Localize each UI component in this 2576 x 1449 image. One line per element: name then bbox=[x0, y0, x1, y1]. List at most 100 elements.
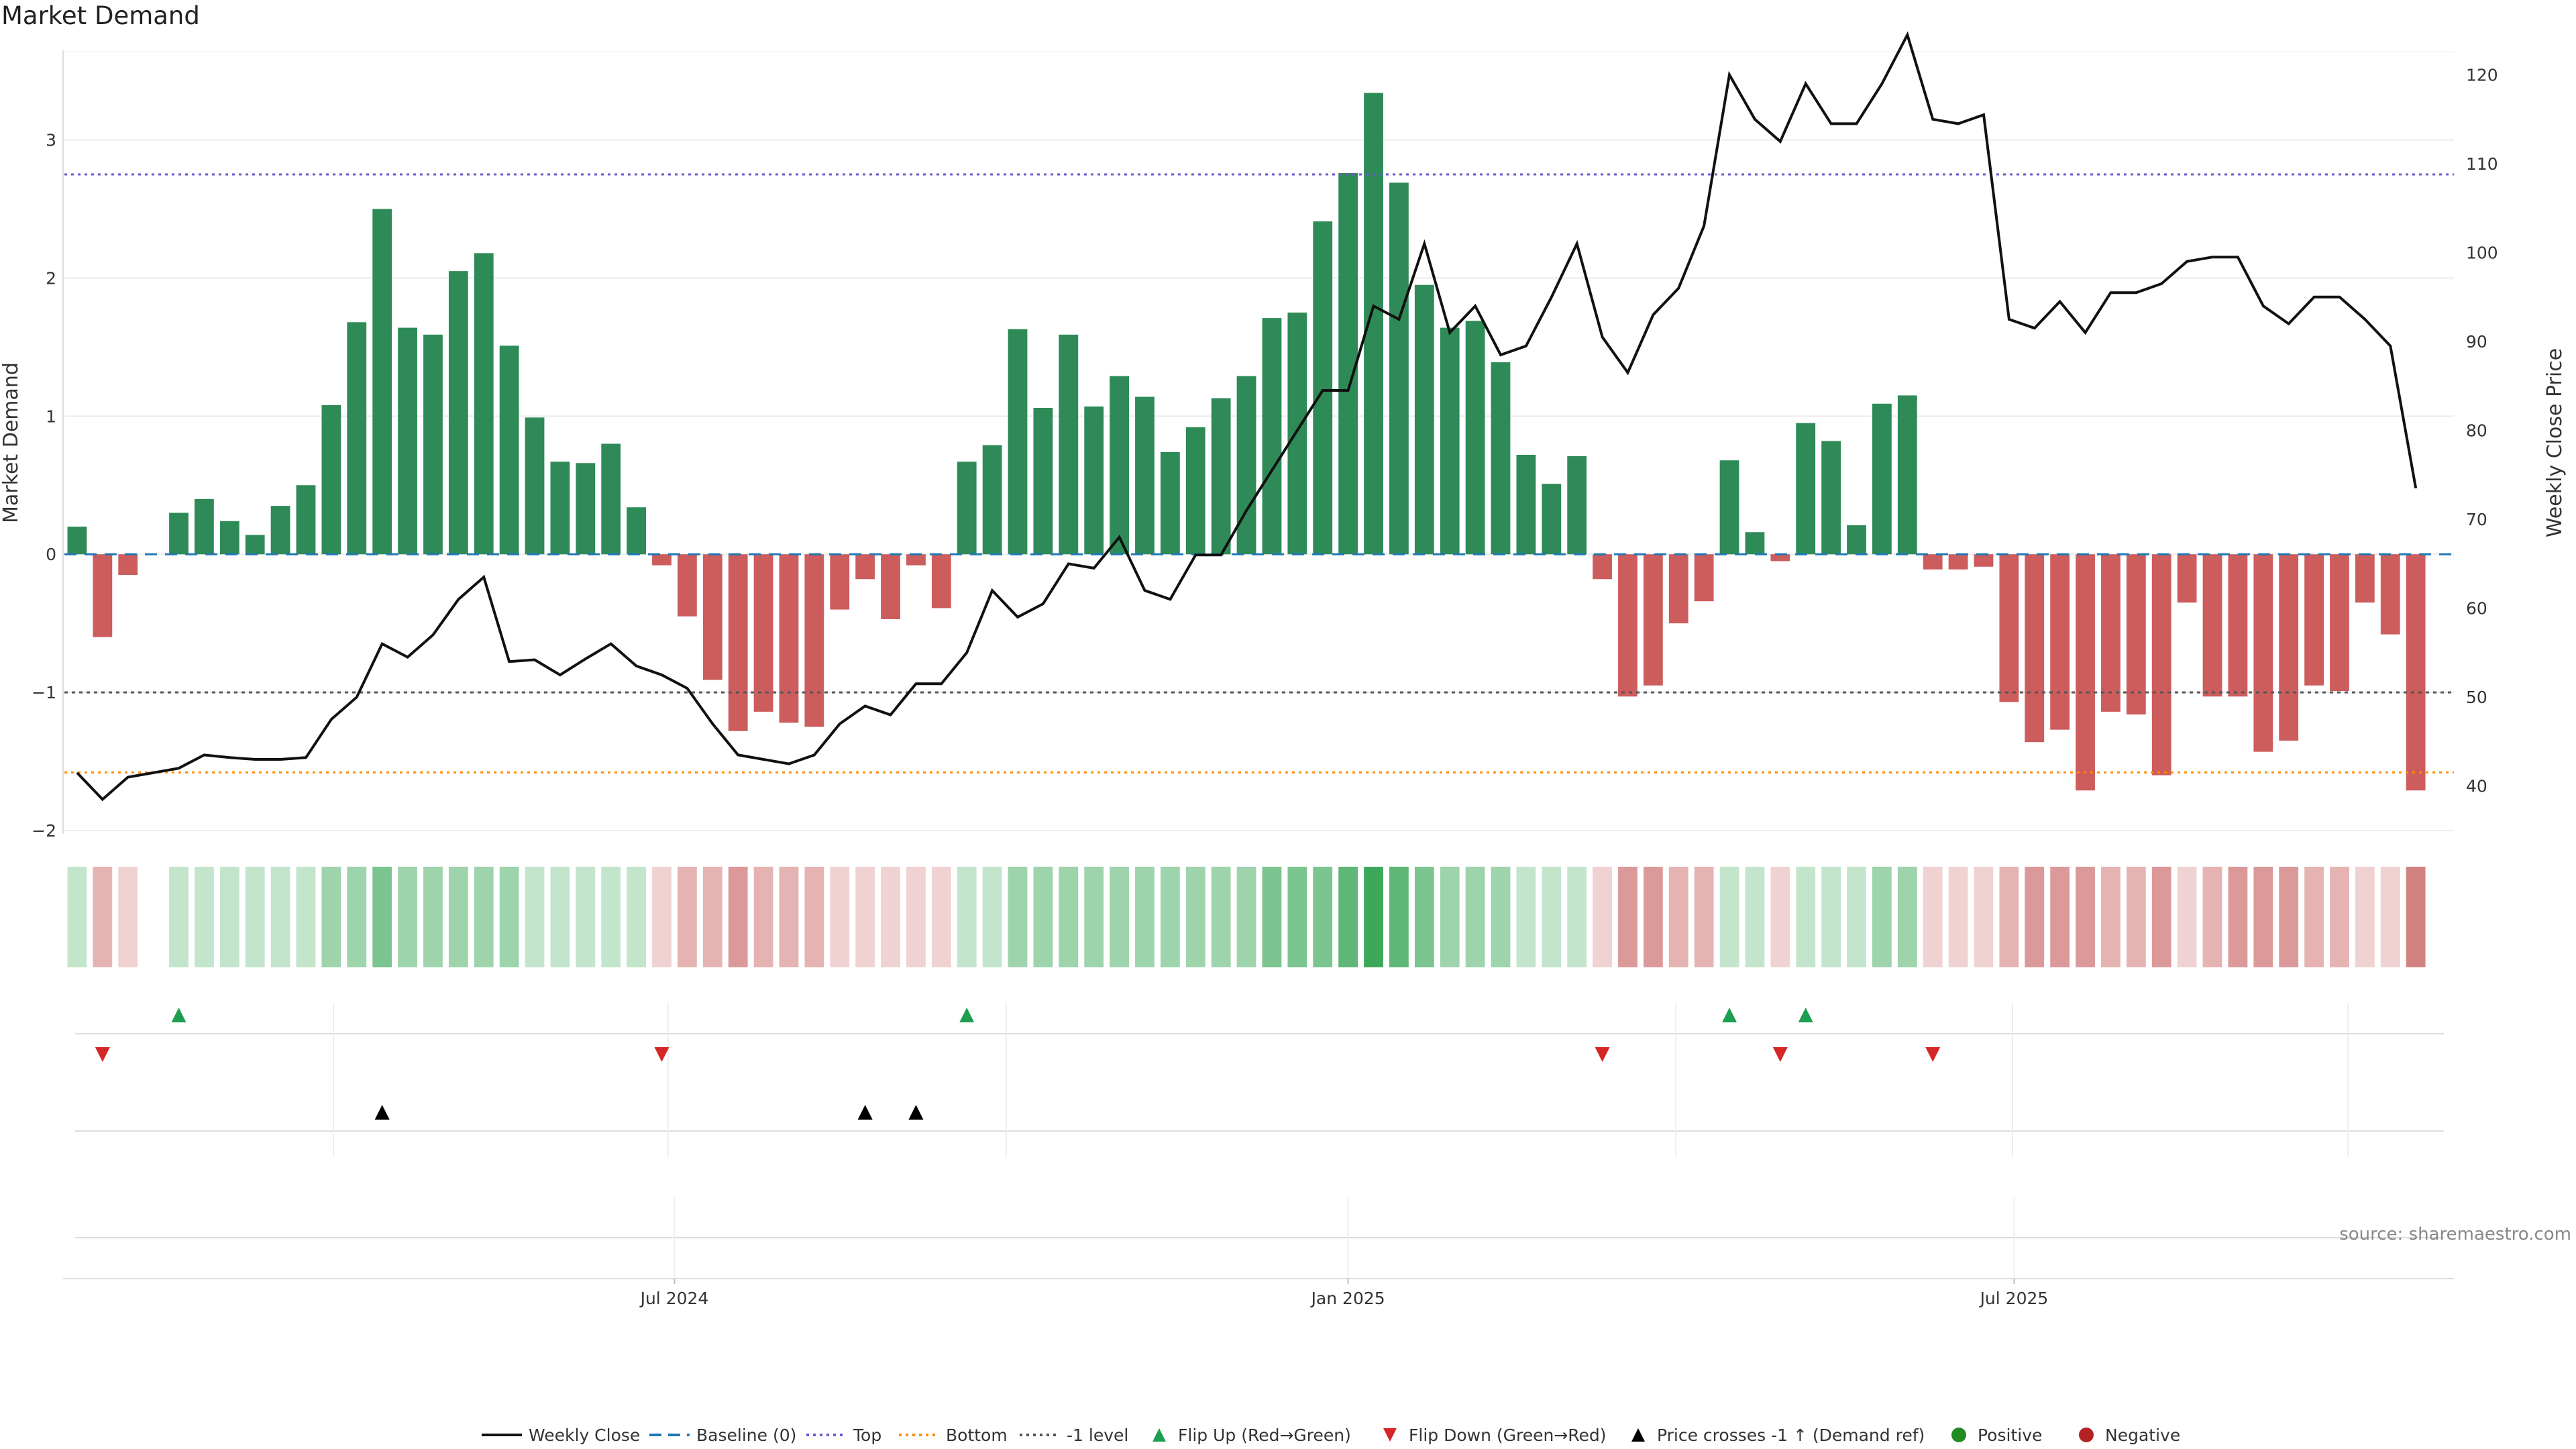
demand-bar bbox=[1033, 407, 1053, 555]
demand-bar bbox=[830, 554, 850, 610]
demand-bar bbox=[1262, 318, 1282, 555]
demand-bar bbox=[270, 506, 290, 555]
demand-bar bbox=[1745, 532, 1765, 555]
strength-cell bbox=[957, 867, 977, 967]
strength-cell bbox=[1821, 867, 1841, 967]
legend-swatch bbox=[1631, 1428, 1645, 1442]
strength-cell bbox=[982, 867, 1002, 967]
demand-bar bbox=[1008, 329, 1028, 555]
left-tick-label: −2 bbox=[32, 821, 56, 841]
strength-cell bbox=[1440, 867, 1460, 967]
strength-cell bbox=[1567, 867, 1587, 967]
demand-bar bbox=[1593, 554, 1612, 580]
strength-cell bbox=[1948, 867, 1968, 967]
demand-bar bbox=[1999, 554, 2019, 702]
strength-cell bbox=[2355, 867, 2375, 967]
strength-cell bbox=[296, 867, 316, 967]
demand-bar bbox=[1160, 451, 1180, 555]
strength-cell bbox=[1923, 867, 1943, 967]
strength-cell bbox=[652, 867, 672, 967]
demand-bar bbox=[1414, 284, 1434, 555]
right-tick-label: 70 bbox=[2466, 510, 2487, 529]
strength-cell bbox=[270, 867, 290, 967]
strength-cell bbox=[372, 867, 392, 967]
flip-down-marker bbox=[95, 1047, 110, 1062]
left-axis-label: Market Demand bbox=[0, 362, 23, 523]
strength-cell bbox=[1185, 867, 1205, 967]
demand-bar bbox=[1872, 403, 1892, 555]
right-tick-label: 110 bbox=[2466, 154, 2498, 174]
strength-cell bbox=[1491, 867, 1511, 967]
strength-cell bbox=[1338, 867, 1358, 967]
strength-cell bbox=[93, 867, 113, 967]
strength-cell bbox=[2126, 867, 2146, 967]
demand-bar bbox=[1084, 406, 1104, 555]
strength-cell bbox=[1719, 867, 1739, 967]
legend-label: Baseline (0) bbox=[696, 1426, 796, 1445]
strength-cell bbox=[677, 867, 697, 967]
legend-label: Negative bbox=[2105, 1426, 2180, 1445]
strength-cell bbox=[1465, 867, 1485, 967]
legend-swatch bbox=[1152, 1428, 1166, 1442]
demand-bar bbox=[1974, 554, 1994, 567]
strength-cell bbox=[779, 867, 799, 967]
right-tick-label: 40 bbox=[2466, 777, 2487, 796]
strength-cell bbox=[1542, 867, 1562, 967]
left-tick-label: 2 bbox=[46, 268, 56, 288]
demand-bar bbox=[957, 462, 977, 555]
strength-cell bbox=[118, 867, 138, 967]
strength-cell bbox=[499, 867, 519, 967]
demand-bar bbox=[1923, 554, 1943, 570]
strength-cell bbox=[1796, 867, 1816, 967]
demand-bar bbox=[1236, 376, 1256, 555]
strength-cell bbox=[2076, 867, 2095, 967]
strength-cell bbox=[1262, 867, 1282, 967]
demand-bar bbox=[2126, 554, 2146, 715]
demand-bar bbox=[1313, 221, 1333, 555]
left-tick-label: 1 bbox=[46, 407, 56, 426]
price-cross-marker bbox=[908, 1105, 924, 1120]
flip-down-marker bbox=[1772, 1047, 1788, 1062]
demand-bar bbox=[118, 554, 138, 576]
strength-cell bbox=[1770, 867, 1790, 967]
demand-bar bbox=[677, 554, 697, 616]
demand-bar bbox=[372, 209, 392, 555]
strength-cell bbox=[1008, 867, 1028, 967]
grid-lines bbox=[62, 50, 2454, 834]
demand-bar bbox=[2253, 554, 2273, 752]
chart-title: Market Demand bbox=[1, 1, 200, 30]
reference-lines bbox=[64, 173, 2454, 774]
demand-bar bbox=[296, 485, 316, 555]
strength-cell bbox=[1313, 867, 1333, 967]
demand-bar bbox=[1364, 93, 1383, 555]
demand-bar bbox=[2380, 554, 2400, 635]
demand-bar bbox=[627, 507, 647, 555]
x-tick-label: Jul 2024 bbox=[639, 1289, 709, 1308]
right-tick-label: 60 bbox=[2466, 599, 2487, 619]
demand-bar bbox=[448, 271, 468, 555]
strength-cell bbox=[245, 867, 265, 967]
legend-label: Flip Up (Red→Green) bbox=[1178, 1426, 1351, 1445]
weekly-close-line bbox=[76, 31, 2418, 802]
strength-cell bbox=[321, 867, 341, 967]
demand-bar bbox=[1185, 427, 1205, 555]
strength-cell bbox=[2304, 867, 2324, 967]
strength-cell bbox=[448, 867, 468, 967]
strength-cell bbox=[398, 867, 417, 967]
strength-cell bbox=[1364, 867, 1383, 967]
right-axis-label: Weekly Close Price bbox=[2543, 348, 2567, 537]
demand-bar bbox=[1338, 172, 1358, 555]
demand-bar bbox=[1059, 334, 1079, 555]
x-tick-label: Jan 2025 bbox=[1310, 1289, 1385, 1308]
demand-bar bbox=[982, 445, 1002, 555]
strength-cell bbox=[474, 867, 494, 967]
legend: Weekly Close Baseline (0) Top Bottom -1 leve… bbox=[482, 1426, 2180, 1445]
strength-cell bbox=[753, 867, 773, 967]
demand-bar bbox=[1491, 362, 1511, 555]
strength-cell bbox=[1059, 867, 1079, 967]
demand-bar bbox=[2050, 554, 2070, 730]
demand-bar bbox=[931, 554, 951, 608]
strength-cell bbox=[1236, 867, 1256, 967]
legend-label: Top bbox=[853, 1426, 881, 1445]
